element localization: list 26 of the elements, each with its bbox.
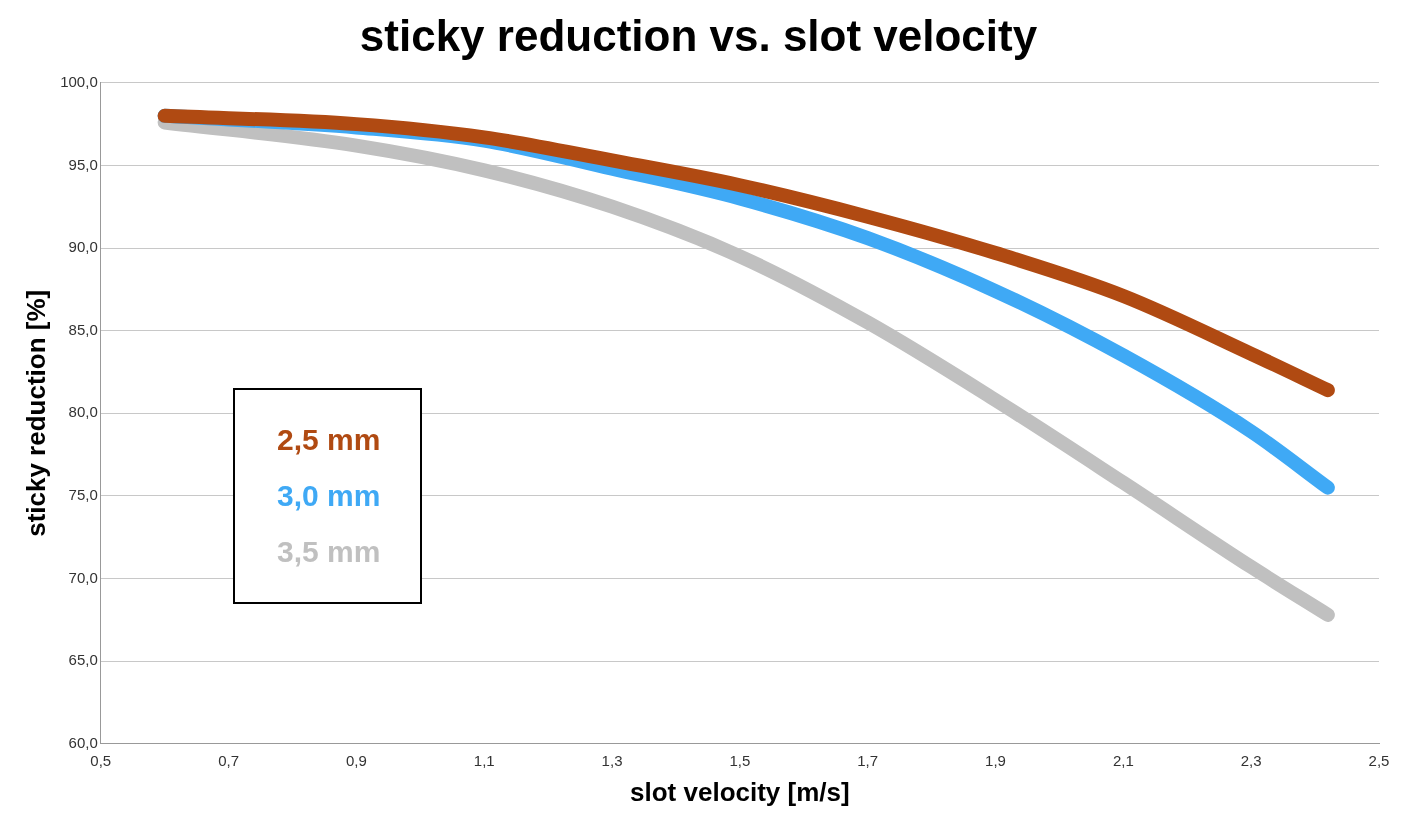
y-tick-label: 90,0	[68, 238, 98, 256]
y-tick-label: 65,0	[68, 651, 98, 669]
x-tick-label: 0,5	[90, 751, 112, 769]
y-tick-label: 95,0	[68, 155, 98, 173]
x-tick-label: 1,9	[985, 751, 1006, 769]
y-tick-label: 80,0	[68, 403, 98, 421]
x-tick-label: 1,3	[601, 751, 623, 769]
x-axis-title: slot velocity [m/s]	[630, 776, 850, 807]
text: 3,0 mm	[277, 478, 381, 514]
text: 2,5 mm	[277, 422, 381, 458]
text: 3,5 mm	[277, 534, 381, 570]
x-tick-label: 1,1	[473, 751, 495, 769]
x-tick-label: 0,9	[345, 751, 367, 769]
y-axis-title: sticky reduction [%]	[20, 289, 51, 537]
x-tick-label: 0,7	[218, 751, 239, 769]
y-tick-label: 70,0	[68, 568, 98, 586]
x-tick-label: 1,5	[729, 751, 751, 769]
y-tick-label: 75,0	[68, 486, 98, 504]
x-tick-label: 2,5	[1368, 751, 1390, 769]
y-tick-label: 60,0	[68, 733, 98, 751]
x-tick-label: 2,1	[1112, 751, 1134, 769]
x-tick-label: 2,3	[1240, 751, 1262, 769]
x-tick-label: 1,7	[857, 751, 879, 769]
chart-title: sticky reduction vs. slot velocity	[359, 10, 1038, 60]
y-tick-label: 100,0	[60, 72, 98, 90]
y-tick-label: 85,0	[68, 320, 98, 338]
